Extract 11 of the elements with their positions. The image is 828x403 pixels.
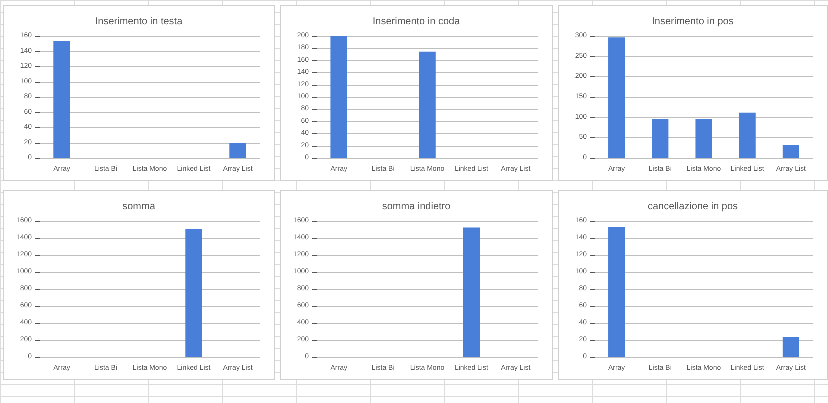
chart-title: somma indietro bbox=[382, 202, 452, 212]
chart-title: Inserimento in pos bbox=[652, 16, 734, 28]
chart-title: cancellazione in pos bbox=[648, 202, 738, 212]
bar bbox=[739, 112, 756, 158]
chart-title: somma bbox=[122, 202, 156, 212]
bar bbox=[696, 119, 712, 158]
bar bbox=[608, 38, 626, 158]
bar bbox=[782, 144, 800, 158]
bar bbox=[652, 119, 669, 158]
chart-title: Inserimento in testa bbox=[95, 16, 184, 28]
chart-title: Inserimento in coda bbox=[372, 16, 461, 28]
